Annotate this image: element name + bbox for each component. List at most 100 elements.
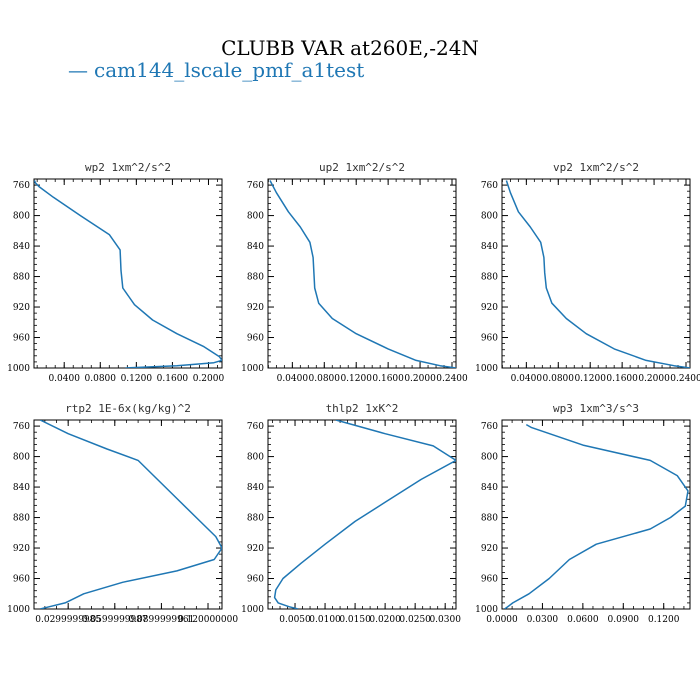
y-tick-label: 1000 — [475, 364, 498, 374]
x-tick-label: 0.0400 — [48, 374, 80, 384]
y-tick-label: 840 — [481, 483, 498, 493]
panel-title: rtp2 1E-6x(kg/kg)^2 — [65, 402, 191, 415]
y-tick-label: 800 — [481, 212, 498, 222]
legend: — cam144_lscale_pmf_a1test — [68, 58, 364, 82]
x-tick-label: 0.0200 — [369, 615, 401, 625]
y-tick-label: 920 — [13, 303, 30, 313]
y-tick-label: 880 — [481, 514, 498, 524]
y-tick-label: 920 — [247, 544, 264, 554]
panel-title: vp2 1xm^2/s^2 — [553, 161, 639, 174]
y-tick-label: 1000 — [7, 605, 30, 615]
y-tick-label: 800 — [13, 212, 30, 222]
y-tick-label: 960 — [481, 575, 498, 585]
x-tick-label: 0.0300 — [527, 615, 559, 625]
x-tick-label: 0.0150 — [339, 615, 371, 625]
y-tick-label: 880 — [13, 273, 30, 283]
figure-title: CLUBB VAR at260E,-24N — [221, 36, 479, 60]
x-tick-label: 0.2000 — [404, 374, 436, 384]
y-tick-label: 760 — [481, 181, 498, 191]
x-tick-label: 0.0000 — [486, 615, 518, 625]
y-tick-label: 960 — [13, 575, 30, 585]
panel-rtp2: rtp2 1E-6x(kg/kg)^2 760 800 840 880 920 960 100… — [7, 402, 238, 625]
y-tick-label: 960 — [13, 334, 30, 344]
x-tick-label: 0.120000000 — [178, 615, 238, 625]
x-tick-label: 0.0300 — [429, 615, 461, 625]
series-line — [269, 180, 456, 368]
y-tick-label: 840 — [481, 242, 498, 252]
y-tick-label: 960 — [481, 334, 498, 344]
y-tick-label: 760 — [247, 422, 264, 432]
panel-up2: up2 1xm^2/s^2 760 800 840 880 920 960 1000 0.040… — [241, 161, 468, 384]
x-tick-label: 0.2000 — [638, 374, 670, 384]
legend-label: cam144_lscale_pmf_a1test — [94, 58, 365, 82]
y-tick-label: 840 — [247, 242, 264, 252]
panel-title: thlp2 1xK^2 — [326, 402, 399, 415]
series-line — [39, 420, 222, 609]
y-tick-label: 800 — [481, 453, 498, 463]
x-tick-label: 0.2400 — [670, 374, 700, 384]
x-tick-label: 0.0899999961 — [128, 615, 194, 625]
y-tick-label: 800 — [247, 453, 264, 463]
panel-wp2: wp2 1xm^2/s^2 760 800 840 880 920 960 1000 0.040… — [7, 161, 224, 384]
x-tick-label: 0.0600 — [567, 615, 599, 625]
x-tick-label: 0.0400 — [511, 374, 543, 384]
legend-line-swatch: — — [68, 58, 88, 82]
y-tick-label: 840 — [13, 242, 30, 252]
y-tick-label: 960 — [247, 575, 264, 585]
x-tick-label: 0.1600 — [157, 374, 189, 384]
y-tick-label: 800 — [13, 453, 30, 463]
panel-thlp2: thlp2 1xK^276080084088092096010000.00500… — [241, 402, 461, 625]
panel-title: up2 1xm^2/s^2 — [319, 161, 405, 174]
plot-frame — [267, 419, 457, 610]
x-tick-label: 0.0050 — [279, 615, 311, 625]
x-tick-label: 0.0800 — [309, 374, 341, 384]
y-tick-label: 1000 — [7, 364, 30, 374]
x-tick-label: 0.0900 — [608, 615, 640, 625]
plot-frame — [33, 419, 223, 610]
x-tick-label: 0.1600 — [606, 374, 638, 384]
series-line — [505, 180, 690, 368]
y-tick-label: 880 — [247, 514, 264, 524]
x-tick-label: 0.0250 — [399, 615, 431, 625]
plot-frame — [267, 178, 457, 369]
y-tick-label: 880 — [481, 273, 498, 283]
y-tick-label: 880 — [247, 273, 264, 283]
x-tick-label: 0.1200 — [340, 374, 372, 384]
y-tick-label: 840 — [13, 483, 30, 493]
y-tick-label: 1000 — [475, 605, 498, 615]
series-line — [504, 423, 689, 609]
x-tick-label: 0.1200 — [574, 374, 606, 384]
series-line — [34, 180, 222, 368]
y-tick-label: 760 — [13, 181, 30, 191]
series-line — [273, 420, 456, 609]
panel-wp3: wp3 1xm^3/s^3 760 800 840 880 920 960 10000.000… — [475, 402, 691, 625]
y-tick-label: 880 — [13, 514, 30, 524]
x-tick-label: 0.0599999987 — [82, 615, 148, 625]
plot-frame — [501, 419, 691, 610]
y-tick-label: 920 — [481, 544, 498, 554]
y-tick-label: 760 — [247, 181, 264, 191]
x-tick-label: 0.0100 — [309, 615, 341, 625]
plot-frame — [33, 178, 223, 369]
x-tick-label: 0.0800 — [85, 374, 117, 384]
x-tick-label: 0.0299999985 — [35, 615, 101, 625]
y-tick-label: 840 — [247, 483, 264, 493]
y-tick-label: 760 — [13, 422, 30, 432]
y-tick-label: 1000 — [241, 364, 264, 374]
x-tick-label: 0.1600 — [372, 374, 404, 384]
y-tick-label: 800 — [247, 212, 264, 222]
panel-title: wp2 1xm^2/s^2 — [85, 161, 171, 174]
x-tick-label: 0.1200 — [648, 615, 680, 625]
panel-title: wp3 1xm^3/s^3 — [553, 402, 639, 415]
x-tick-label: 0.1200 — [121, 374, 153, 384]
y-tick-label: 1000 — [241, 605, 264, 615]
y-tick-label: 920 — [13, 544, 30, 554]
y-tick-label: 920 — [481, 303, 498, 313]
x-tick-label: 0.2400 — [436, 374, 468, 384]
x-tick-label: 0.2000 — [193, 374, 225, 384]
panel-vp2: vp2 1xm^2/s^2 760 800 840 880 920 960 1000 0.040… — [475, 161, 700, 384]
plot-frame — [501, 178, 691, 369]
y-tick-label: 760 — [481, 422, 498, 432]
